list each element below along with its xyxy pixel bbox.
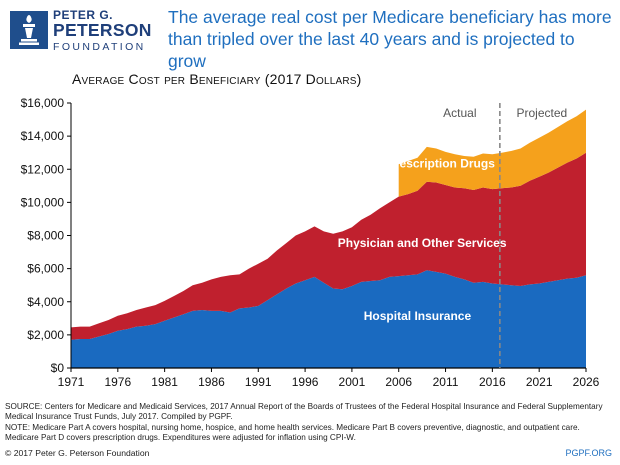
area-hospital-insurance bbox=[71, 270, 586, 368]
org-line-3: FOUNDATION bbox=[53, 40, 146, 53]
site-link[interactable]: PGPF.ORG bbox=[565, 448, 612, 458]
x-tick-label: 1996 bbox=[292, 375, 319, 389]
area-prescription-drugs bbox=[398, 109, 586, 197]
pgpf-logo[interactable]: PETER G. PETERSON FOUNDATION bbox=[10, 9, 160, 57]
series-label-physician-services: Physician and Other Services bbox=[338, 236, 507, 250]
y-tick-label: $8,000 bbox=[27, 229, 64, 243]
x-tick-label: 1981 bbox=[151, 375, 178, 389]
copyright: © 2017 Peter G. Peterson Foundation bbox=[5, 448, 150, 458]
area-chart: $0 $2,000 $4,000 $6,000 $8,000 $10,000 $12,000… bbox=[21, 96, 600, 389]
projected-label: Projected bbox=[517, 106, 568, 120]
chart-title: Average Cost per Beneficiary (2017 Dolla… bbox=[72, 71, 362, 87]
x-tick-label: 1986 bbox=[198, 375, 225, 389]
y-tick-label: $14,000 bbox=[21, 129, 65, 143]
header: PETER G. PETERSON FOUNDATION The average… bbox=[0, 0, 620, 71]
area-physician-and-other-services bbox=[71, 152, 586, 340]
y-tick-label: $6,000 bbox=[27, 262, 64, 276]
footer-notes: SOURCE: Centers for Medicare and Medicai… bbox=[5, 402, 615, 444]
series-label-prescription-drugs: Prescription Drugs bbox=[387, 157, 495, 171]
source-note: SOURCE: Centers for Medicare and Medicai… bbox=[5, 402, 603, 422]
y-tick-label: $10,000 bbox=[21, 195, 65, 209]
x-tick-label: 2001 bbox=[339, 375, 366, 389]
x-tick-label: 1976 bbox=[104, 375, 131, 389]
x-tick-label: 2021 bbox=[526, 375, 553, 389]
y-tick-label: $0 bbox=[51, 361, 65, 375]
x-tick-label: 2006 bbox=[385, 375, 412, 389]
org-line-1: PETER G. bbox=[53, 8, 114, 22]
x-tick-label: 1991 bbox=[245, 375, 272, 389]
y-tick-label: $4,000 bbox=[27, 295, 64, 309]
torch-logo-icon bbox=[10, 11, 48, 49]
x-tick-label: 1971 bbox=[58, 375, 85, 389]
headline: The average real cost per Medicare benef… bbox=[168, 7, 612, 71]
y-tick-label: $12,000 bbox=[21, 162, 65, 176]
x-tick-label: 2026 bbox=[573, 375, 600, 389]
coverage-note: NOTE: Medicare Part A covers hospital, n… bbox=[5, 422, 580, 443]
series-label-hospital-insurance: Hospital Insurance bbox=[364, 309, 472, 323]
logo-wordmark: PETER G. PETERSON FOUNDATION bbox=[53, 9, 152, 52]
org-line-2: PETERSON bbox=[53, 20, 152, 40]
actual-label: Actual bbox=[443, 106, 476, 120]
y-tick-label: $16,000 bbox=[21, 96, 65, 110]
x-tick-label: 2016 bbox=[479, 375, 506, 389]
y-tick-label: $2,000 bbox=[27, 328, 64, 342]
x-tick-label: 2011 bbox=[433, 375, 459, 389]
